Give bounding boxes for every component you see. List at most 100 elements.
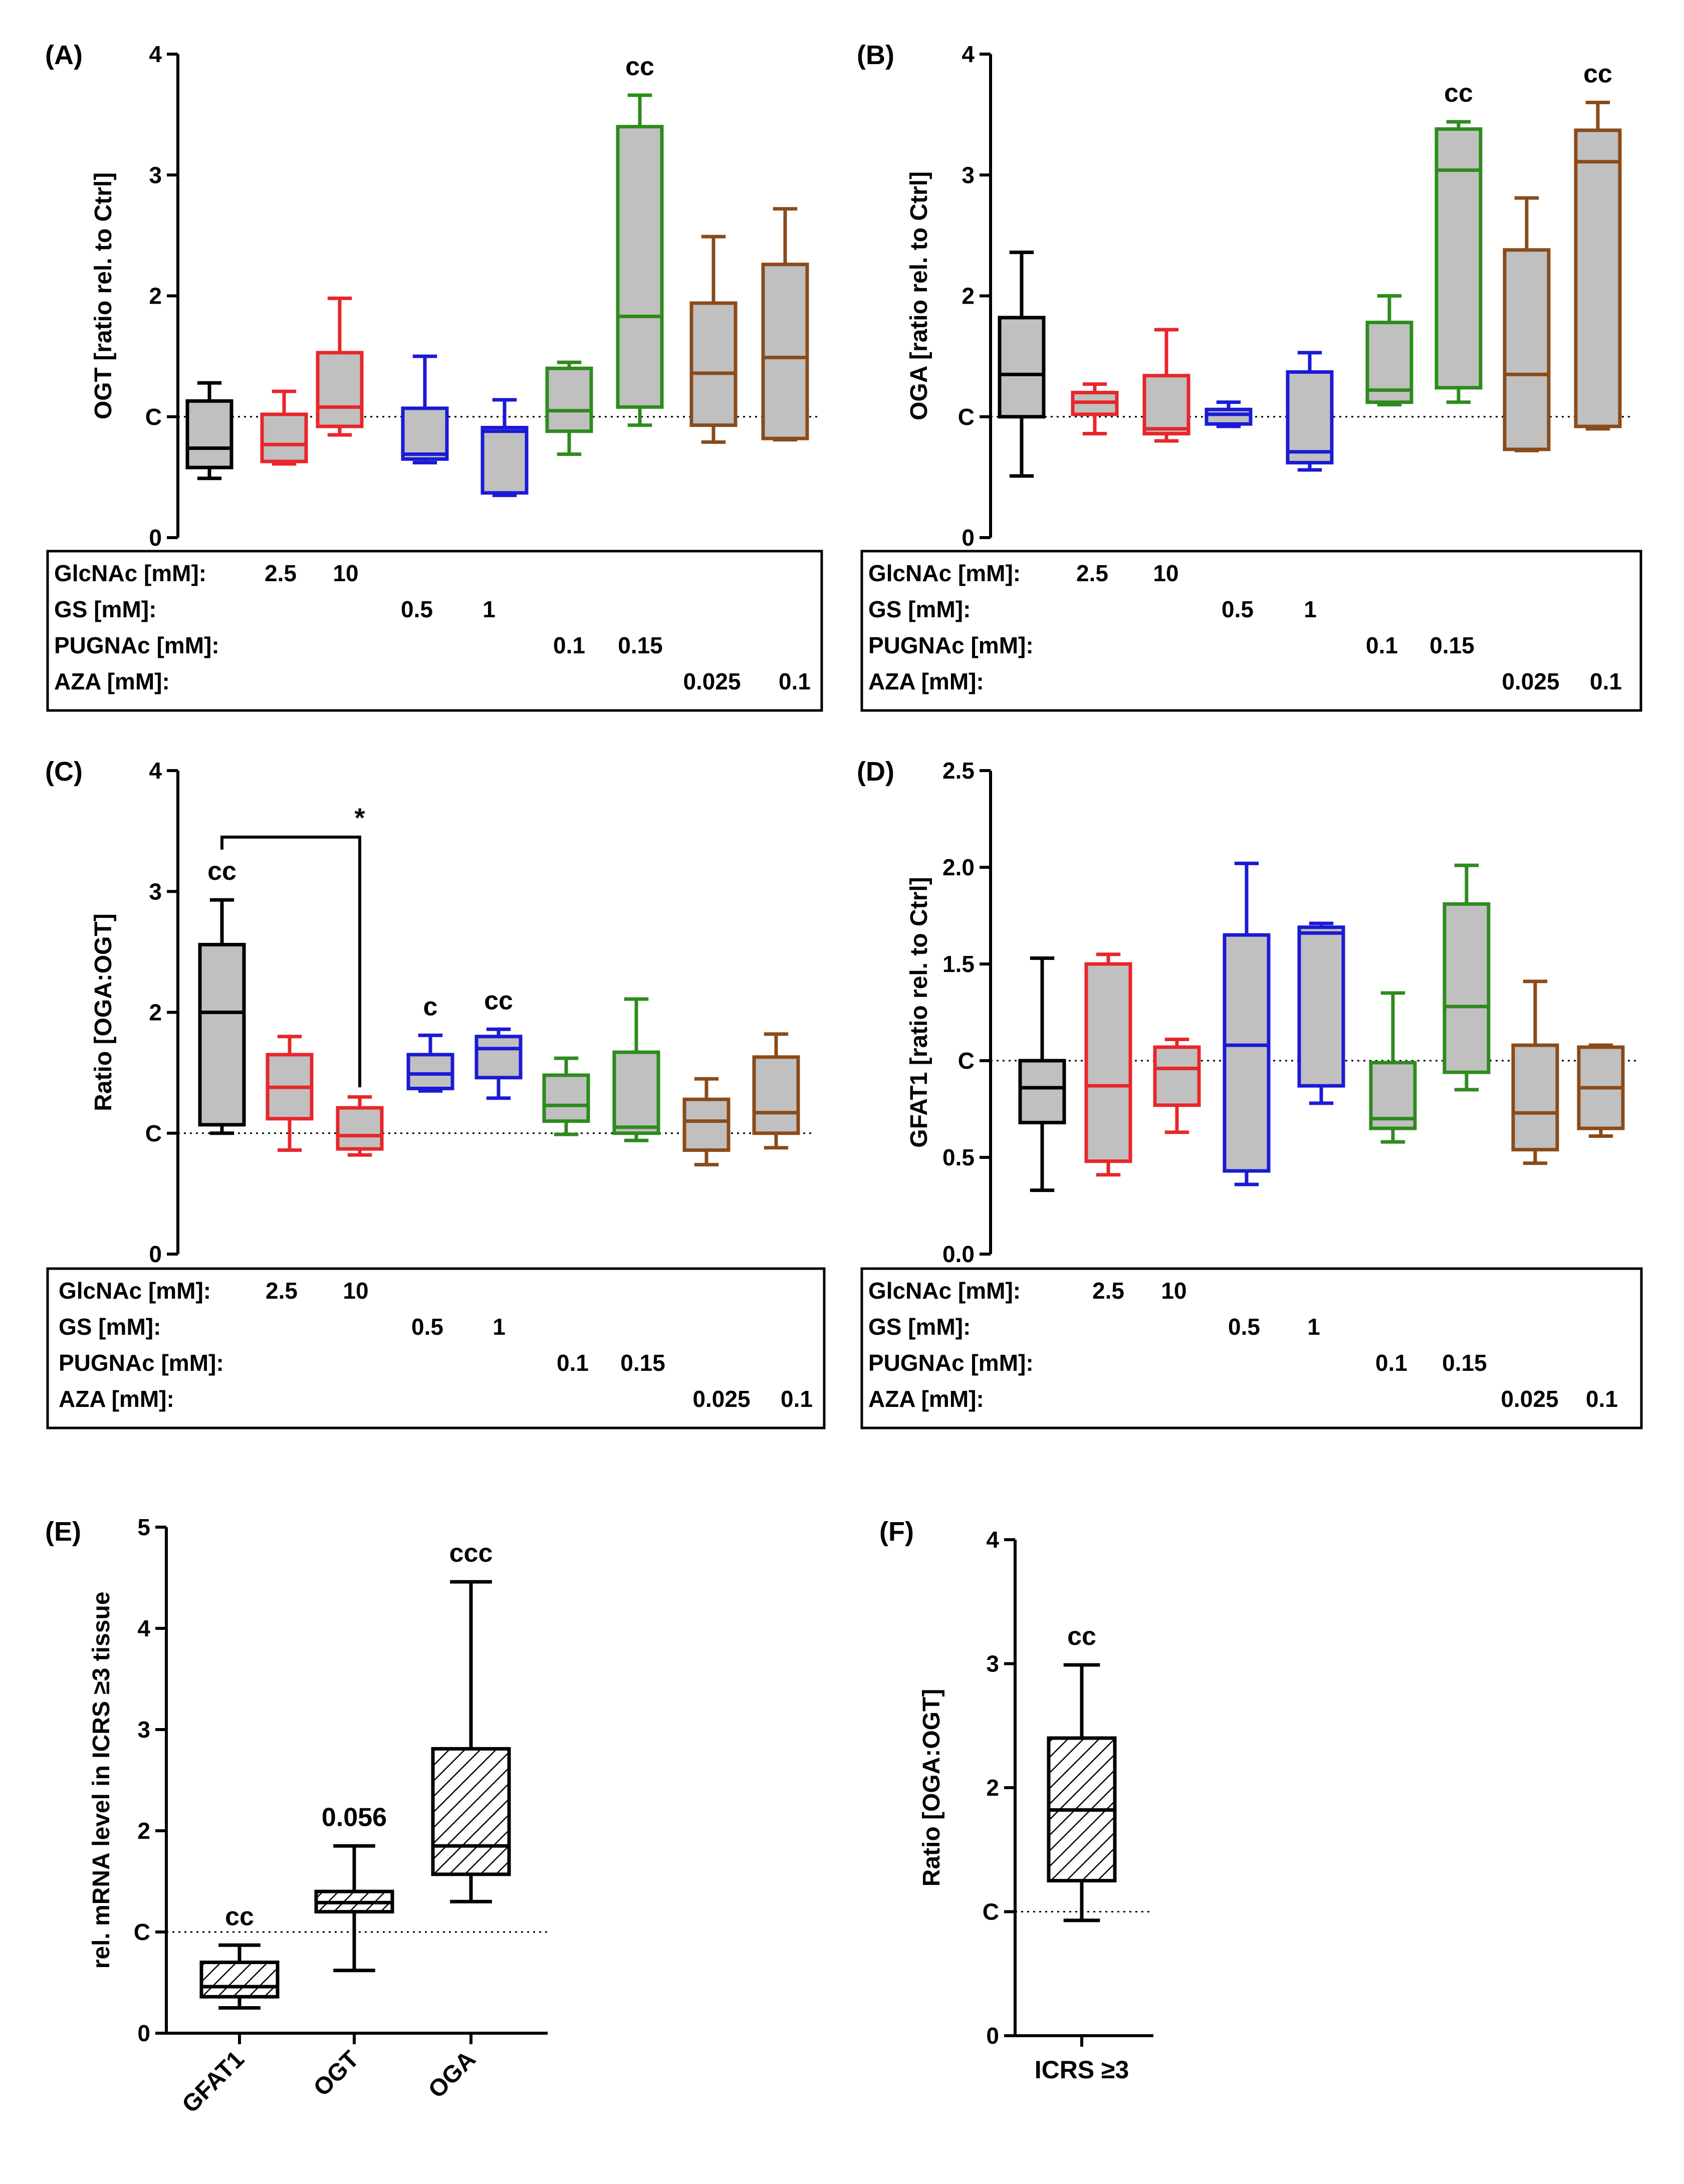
treatment-value: 0.025 xyxy=(1501,1386,1558,1412)
treatment-value: 0.15 xyxy=(1429,632,1475,658)
treatment-table xyxy=(860,1267,1643,1429)
panel-a: (A) 0 C 2 3 4 OGT [ratio rel. to Ctrl] cc GlcNAc… xyxy=(45,40,823,712)
treatment-row-label: AZA [mM]: xyxy=(54,668,170,694)
treatment-value: 10 xyxy=(1161,1278,1186,1304)
y-tick-label: 2 xyxy=(149,1000,162,1026)
significance-label: cc xyxy=(484,986,513,1015)
treatment-row-label: GlcNAc [mM]: xyxy=(868,560,1021,586)
significance-label: cc xyxy=(225,1902,254,1931)
panel-label: (B) xyxy=(857,40,894,70)
box xyxy=(185,399,233,469)
treatment-value: 2.5 xyxy=(1092,1278,1124,1304)
y-tick-label: 2 xyxy=(961,283,975,309)
box xyxy=(1223,933,1271,1173)
box xyxy=(316,351,364,428)
y-axis-label: rel. mRNA level in ICRS ≥3 tissue xyxy=(88,1592,115,1969)
box xyxy=(1442,902,1491,1074)
y-tick-label: C xyxy=(134,1919,150,1945)
significance-label: cc xyxy=(207,857,236,886)
treatment-row-label: AZA [mM]: xyxy=(59,1386,174,1412)
y-tick-label: 3 xyxy=(137,1717,150,1743)
box xyxy=(616,125,664,409)
panel-label: (D) xyxy=(857,757,894,787)
treatment-value: 0.15 xyxy=(618,632,663,658)
box xyxy=(1286,370,1334,464)
panel-f: (F) 0 C 2 3 4 Ratio [OGA:OGT] cc ICRS ≥3 xyxy=(879,1517,1153,2084)
x-tick-label: OGA xyxy=(423,2046,481,2103)
box xyxy=(199,1961,280,1999)
significance-label: cc xyxy=(1583,60,1612,89)
panel-d: (D) 0.0 0.5 C 1.5 2.0 2.5 GFAT1 [ratio rel. to … xyxy=(857,757,1643,1429)
significance-label: 0.056 xyxy=(322,1803,387,1832)
y-tick-label: 4 xyxy=(149,41,162,67)
treatment-value: 0.1 xyxy=(1586,1386,1618,1412)
box xyxy=(1511,1043,1559,1152)
treatment-value: 0.1 xyxy=(557,1350,589,1376)
treatment-value: 0.5 xyxy=(1222,596,1254,622)
y-tick-label: C xyxy=(958,1048,975,1074)
box xyxy=(998,316,1046,419)
box xyxy=(542,1073,590,1123)
y-tick-label: 1.5 xyxy=(942,951,975,977)
treatment-row-label: GS [mM]: xyxy=(54,596,156,622)
box xyxy=(1205,407,1253,426)
treatment-value: 0.1 xyxy=(1590,668,1622,694)
treatment-table xyxy=(860,550,1642,712)
y-tick-label: 2 xyxy=(149,283,162,309)
box xyxy=(336,1106,384,1151)
panel-e: (E) 0 C 2 3 4 5 rel. mRNA level in ICRS ≥3 tiss… xyxy=(45,1514,548,2118)
treatment-value: 0.1 xyxy=(1375,1350,1407,1376)
y-tick-label: 4 xyxy=(961,41,975,67)
treatment-row-label: GS [mM]: xyxy=(868,596,971,622)
significance-label: cc xyxy=(1067,1622,1096,1651)
treatment-value: 0.1 xyxy=(781,1386,813,1412)
bracket-label: * xyxy=(354,803,365,833)
y-tick-label: C xyxy=(145,1120,162,1146)
treatment-value: 0.15 xyxy=(620,1350,665,1376)
treatment-value: 0.025 xyxy=(1502,668,1559,694)
y-tick-label: 2.0 xyxy=(942,854,975,880)
treatment-value: 0.5 xyxy=(401,596,433,622)
treatment-value: 0.025 xyxy=(692,1386,750,1412)
box xyxy=(1018,1059,1066,1125)
y-tick-label: 2 xyxy=(986,1775,999,1801)
box xyxy=(1084,962,1132,1163)
significance-label: ccc xyxy=(449,1539,493,1568)
treatment-row-label: GS [mM]: xyxy=(868,1314,971,1340)
box xyxy=(260,412,308,463)
y-tick-label: C xyxy=(983,1899,999,1925)
y-tick-label: 4 xyxy=(986,1527,999,1553)
treatment-row-label: GlcNAc [mM]: xyxy=(54,560,206,586)
treatment-table xyxy=(46,550,823,712)
y-tick-label: 0.0 xyxy=(942,1241,975,1267)
treatment-row-label: AZA [mM]: xyxy=(868,668,984,694)
box xyxy=(480,425,529,495)
y-tick-label: 0 xyxy=(137,2020,150,2046)
treatment-value: 2.5 xyxy=(266,1278,298,1304)
y-tick-label: 0 xyxy=(149,525,162,551)
treatment-value: 0.5 xyxy=(411,1314,443,1340)
box xyxy=(198,942,246,1127)
box xyxy=(1434,127,1483,390)
treatment-row-label: PUGNAc [mM]: xyxy=(59,1350,224,1376)
box xyxy=(406,1053,454,1090)
box xyxy=(1142,374,1190,436)
panel-label: (E) xyxy=(45,1517,81,1547)
treatment-value: 2.5 xyxy=(1076,560,1108,586)
y-axis-label: OGT [ratio rel. to Ctrl] xyxy=(90,172,117,419)
y-tick-label: 0 xyxy=(961,525,975,551)
treatment-row-label: GlcNAc [mM]: xyxy=(868,1278,1021,1304)
y-tick-label: 3 xyxy=(961,162,975,188)
panel-label: (F) xyxy=(879,1517,914,1547)
treatment-value: 1 xyxy=(493,1314,506,1340)
x-tick-label: OGT xyxy=(309,2046,364,2101)
y-tick-label: 3 xyxy=(149,162,162,188)
y-tick-label: 3 xyxy=(986,1651,999,1677)
x-tick-label: GFAT1 xyxy=(177,2046,249,2118)
y-tick-label: 0 xyxy=(986,2023,999,2049)
treatment-row-label: GlcNAc [mM]: xyxy=(59,1278,211,1304)
y-axis-label: Ratio [OGA:OGT] xyxy=(90,913,117,1111)
y-tick-label: C xyxy=(958,404,975,430)
treatment-value: 1 xyxy=(1304,596,1317,622)
box xyxy=(1153,1045,1201,1107)
